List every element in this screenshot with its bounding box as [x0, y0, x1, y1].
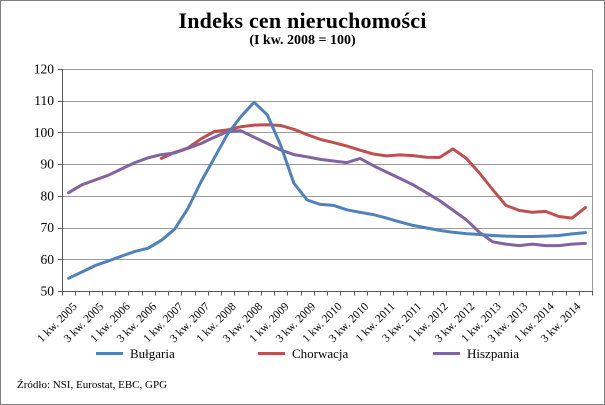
- legend-item-1: Chorwacja: [258, 346, 348, 361]
- chart-subtitle: (I kw. 2008 = 100): [249, 33, 356, 48]
- source-note: Źródło: NSI, Eurostat, EBC, GPG: [17, 379, 168, 391]
- y-axis-label: 100: [34, 125, 55, 140]
- y-axis-label: 60: [41, 252, 55, 267]
- y-axis-label: 70: [41, 220, 55, 235]
- series-line-2: [67, 129, 587, 248]
- y-axis-label: 50: [41, 284, 55, 299]
- y-axis-label: 90: [41, 157, 55, 172]
- legend-item-2: Hiszpania: [433, 346, 519, 361]
- legend-label: Bułgaria: [130, 345, 175, 361]
- chart-title: Indeks cen nieruchomości: [178, 8, 427, 33]
- legend-label: Hiszpania: [467, 345, 519, 361]
- y-axis-label: 120: [34, 62, 55, 77]
- y-axis-label: 80: [41, 188, 55, 203]
- legend-swatch: [258, 352, 285, 355]
- legend-swatch: [433, 352, 460, 355]
- legend-swatch: [96, 352, 123, 355]
- legend-item-0: Bułgaria: [96, 346, 175, 361]
- series-line-0: [67, 100, 587, 280]
- y-axis-label: 110: [34, 93, 54, 108]
- legend-label: Chorwacja: [292, 345, 349, 361]
